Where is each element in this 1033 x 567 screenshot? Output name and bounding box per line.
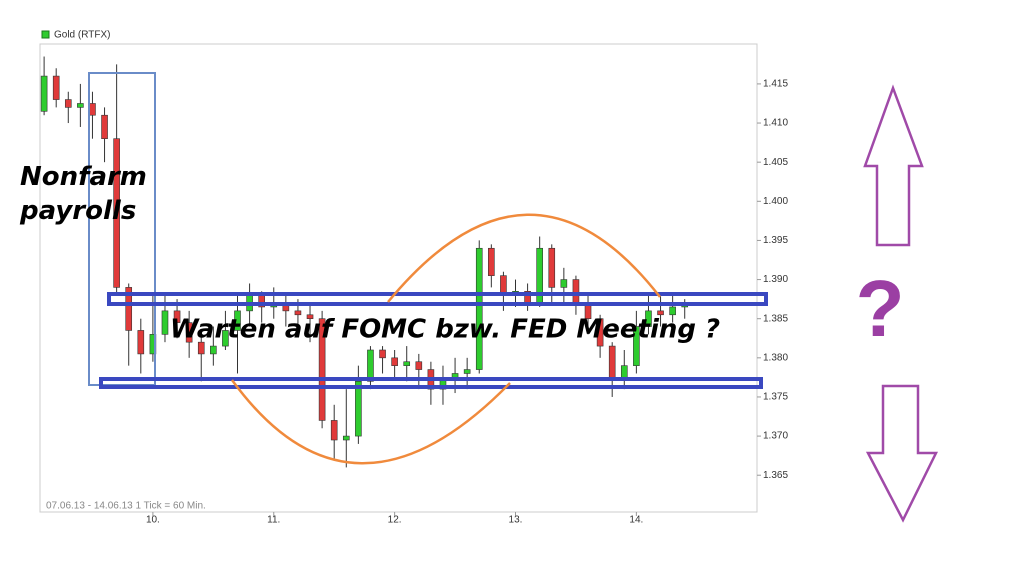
- candle-body: [222, 330, 229, 347]
- candle-body: [355, 381, 362, 437]
- candle-body: [64, 99, 72, 108]
- y-tick-label: 1.380: [763, 352, 788, 363]
- candle-body: [318, 318, 326, 421]
- y-tick-label: 1.415: [763, 79, 788, 90]
- candle-body: [101, 114, 108, 139]
- candle-body: [379, 349, 386, 359]
- x-tick-label: 14.: [629, 515, 643, 526]
- candle-body: [608, 345, 616, 378]
- candle-body: [89, 103, 96, 116]
- candle-body: [475, 247, 483, 370]
- candle-body: [40, 75, 48, 112]
- legend-swatch: [41, 30, 50, 39]
- candle-body: [52, 75, 60, 100]
- candle-body: [234, 310, 241, 331]
- candle-body: [173, 310, 181, 323]
- annotation: Nonfarm payrolls: [19, 162, 156, 226]
- y-tick-label: 1.410: [763, 118, 788, 129]
- candle-body: [125, 287, 133, 331]
- arrow-up: [863, 84, 924, 247]
- resistance-band: [107, 292, 768, 306]
- subtitle: 07.06.13 - 14.06.13 1 Tick = 60 Min.: [46, 501, 206, 512]
- candle-body: [197, 341, 205, 355]
- candle-body: [294, 310, 302, 316]
- candle-body: [596, 318, 604, 347]
- y-tick-label: 1.375: [763, 392, 788, 403]
- candle-body: [488, 247, 495, 276]
- y-tick-label: 1.385: [763, 313, 788, 324]
- candle-body: [77, 103, 84, 108]
- candle-body: [161, 310, 169, 335]
- candle-body: [633, 326, 640, 366]
- candle-body: [330, 420, 338, 441]
- legend-label: Gold (RTFX): [54, 30, 111, 41]
- x-tick-label: 13.: [509, 515, 523, 526]
- candle-body: [306, 314, 314, 319]
- candle-body: [560, 279, 568, 288]
- question-mark: ?: [856, 264, 905, 353]
- candle-body: [391, 357, 398, 366]
- y-tick-label: 1.370: [763, 431, 788, 442]
- candle-body: [645, 310, 652, 327]
- candle-body: [210, 345, 217, 355]
- candle-body: [572, 279, 580, 304]
- candle-body: [620, 365, 628, 378]
- candle-body: [367, 349, 374, 382]
- y-tick-label: 1.365: [763, 470, 788, 481]
- candle-body: [669, 306, 676, 316]
- y-tick-label: 1.405: [763, 157, 788, 168]
- candle-body: [403, 361, 411, 366]
- candle-body: [113, 138, 120, 288]
- support-band: [99, 377, 763, 389]
- candle-body: [185, 322, 193, 343]
- arrow-down: [865, 384, 939, 523]
- candle-body: [342, 435, 350, 441]
- y-tick-label: 1.395: [763, 235, 788, 246]
- candle-body: [657, 310, 664, 316]
- candle-body: [137, 330, 145, 355]
- candle-body: [548, 247, 556, 288]
- arc-upper: [387, 213, 661, 303]
- y-tick-label: 1.400: [763, 196, 788, 207]
- x-tick-label: 11.: [267, 515, 280, 526]
- arc-lower: [230, 379, 511, 465]
- candle-body: [415, 361, 423, 370]
- candle-body: [451, 373, 459, 378]
- x-tick-label: 12.: [388, 515, 402, 526]
- plot-frame: [39, 43, 758, 513]
- x-tick-label: 10.: [146, 515, 160, 526]
- annotation: Warten auf FOMC bzw. FED Meeting ?: [170, 315, 720, 345]
- y-tick-label: 1.390: [763, 274, 788, 285]
- candle-body: [463, 369, 471, 374]
